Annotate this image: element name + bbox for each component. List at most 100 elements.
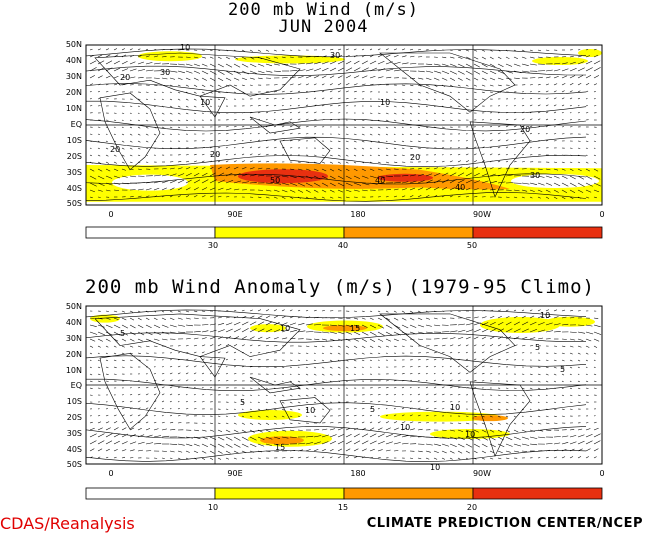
wind-vector xyxy=(369,112,373,114)
wind-vector xyxy=(489,181,497,184)
wind-vector xyxy=(161,435,170,438)
wind-vector xyxy=(457,351,460,354)
coastline xyxy=(469,381,531,457)
wind-vector xyxy=(537,49,542,52)
wind-vector xyxy=(225,450,231,454)
wind-vector xyxy=(489,173,496,177)
wind-vector xyxy=(233,310,237,312)
wind-vector xyxy=(577,401,581,403)
wind-vector xyxy=(337,345,341,348)
wind-vector xyxy=(225,188,232,191)
wind-vector xyxy=(105,324,113,328)
wind-vector xyxy=(361,147,365,150)
wind-vector xyxy=(345,75,351,79)
wind-vector xyxy=(305,435,314,438)
wind-vector xyxy=(169,126,173,129)
wind-vector xyxy=(369,407,373,410)
wind-vector xyxy=(465,415,469,417)
wind-vector xyxy=(345,448,351,452)
wind-vector xyxy=(553,97,557,100)
wind-vector xyxy=(193,365,197,368)
lat-label: 50S xyxy=(66,199,82,208)
wind-vector xyxy=(185,372,189,375)
wind-vector xyxy=(465,146,469,149)
wind-vector xyxy=(289,373,292,375)
wind-vector xyxy=(225,415,228,417)
wind-vector xyxy=(153,338,160,341)
wind-vector xyxy=(425,324,432,327)
wind-vector xyxy=(265,344,269,347)
wind-vector xyxy=(577,61,585,65)
wind-vector xyxy=(561,56,567,58)
wind-vector xyxy=(569,435,577,438)
wind-vector xyxy=(201,351,205,354)
wind-vector xyxy=(593,189,600,193)
wind-vector xyxy=(505,174,513,177)
wind-vector xyxy=(257,359,261,361)
wind-vector xyxy=(521,196,525,199)
wind-vector xyxy=(145,55,150,58)
wind-vector xyxy=(497,394,501,396)
wind-vector xyxy=(305,352,309,354)
wind-vector xyxy=(457,56,463,59)
wind-vector xyxy=(241,321,249,326)
wind-vector xyxy=(145,62,153,65)
wind-vector xyxy=(89,105,93,107)
wind-vector xyxy=(449,56,455,59)
wind-vector xyxy=(329,196,334,199)
wind-vector xyxy=(505,56,510,59)
wind-vector xyxy=(577,97,581,100)
wind-vector xyxy=(489,322,496,326)
wind-vector xyxy=(569,366,573,369)
wind-vector xyxy=(89,448,95,452)
wind-vector xyxy=(481,49,486,52)
wind-vector xyxy=(313,97,317,100)
wind-vector xyxy=(465,429,471,433)
wind-vector xyxy=(353,433,360,438)
wind-vector xyxy=(337,48,342,51)
wind-vector xyxy=(89,338,96,342)
wind-vector xyxy=(441,187,448,191)
wind-vector xyxy=(217,187,224,191)
wind-vector xyxy=(513,167,519,170)
wind-vector xyxy=(473,328,481,333)
wind-vector xyxy=(577,112,580,114)
wind-vector xyxy=(529,429,535,432)
wind-vector xyxy=(329,147,333,149)
wind-vector xyxy=(273,154,277,156)
wind-vector xyxy=(377,421,381,424)
lon-label: 0 xyxy=(599,210,605,219)
wind-vector xyxy=(561,401,565,404)
wind-vector xyxy=(473,49,478,52)
wind-vector xyxy=(193,358,197,361)
wind-vector xyxy=(193,119,196,121)
wind-vector xyxy=(161,372,165,375)
wind-vector xyxy=(89,75,95,79)
wind-vector xyxy=(545,83,549,86)
wind-vector xyxy=(249,328,257,333)
wind-vector xyxy=(409,77,416,79)
wind-vector xyxy=(513,196,518,199)
wind-vector xyxy=(401,345,405,347)
wind-vector xyxy=(545,140,549,142)
wind-vector xyxy=(385,331,393,336)
wind-vector xyxy=(185,77,191,81)
wind-vector xyxy=(345,133,349,135)
wind-vector xyxy=(89,324,97,327)
wind-vector xyxy=(105,448,110,452)
wind-vector xyxy=(417,168,422,170)
wind-vector xyxy=(289,168,295,170)
wind-vector xyxy=(449,365,452,368)
wind-vector xyxy=(521,98,524,100)
wind-vector xyxy=(193,98,197,101)
wind-vector xyxy=(409,180,417,184)
wind-vector xyxy=(265,429,271,433)
wind-vector xyxy=(297,168,303,171)
wind-vector xyxy=(225,139,229,142)
wind-vector xyxy=(201,324,209,326)
wind-vector xyxy=(425,331,433,334)
wind-vector xyxy=(417,140,421,142)
wind-vector xyxy=(489,328,496,333)
wind-vector xyxy=(417,174,424,177)
wind-vector xyxy=(425,84,430,87)
